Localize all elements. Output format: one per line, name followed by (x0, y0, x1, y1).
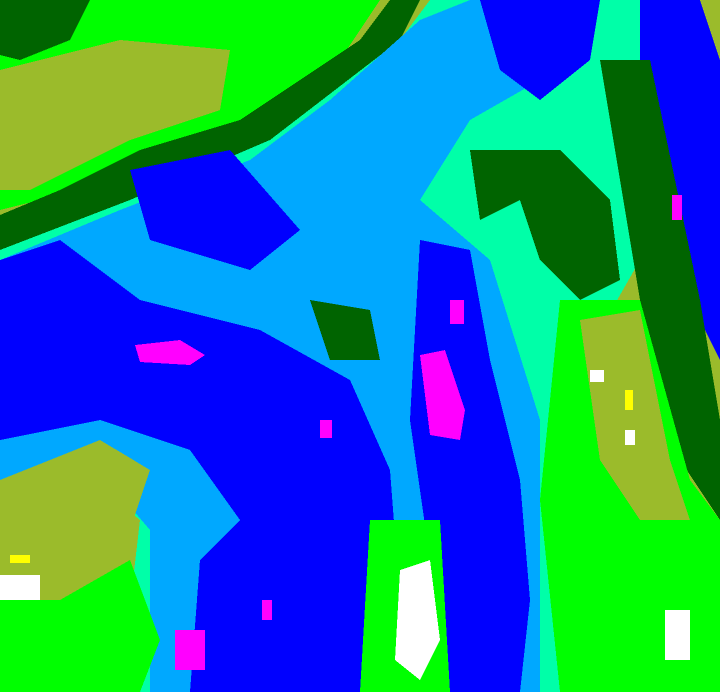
spot-yellow-sw (10, 555, 30, 563)
region-olive-southwest (0, 440, 150, 600)
region-blue-north (480, 0, 600, 100)
region-darkgreen-hook (470, 150, 620, 300)
spot-white-sw (0, 575, 40, 600)
region-darkgreen-patch (310, 300, 380, 360)
spot-yellow-e (625, 390, 633, 410)
spot-white-e2 (590, 370, 604, 382)
core-magenta-east (672, 195, 682, 220)
spot-white-se (665, 610, 690, 660)
region-darkgreen-east (600, 60, 720, 520)
core-magenta-small4 (262, 600, 272, 620)
core-magenta-small3 (175, 630, 205, 670)
core-magenta-small2 (320, 420, 332, 438)
region-darkgreen-topleft (0, 0, 90, 60)
region-darkgreen-band (0, 0, 420, 260)
region-green-southwest (0, 560, 160, 692)
core-magenta-small1 (450, 300, 464, 324)
core-magenta-west (135, 340, 205, 365)
region-blue-east-band (640, 0, 720, 360)
region-blue-west (0, 240, 400, 692)
spot-white-e (625, 430, 635, 445)
region-olive-east (580, 310, 690, 520)
spot-white-south (395, 560, 440, 680)
region-olive-top (0, 40, 230, 190)
core-magenta-center (420, 350, 465, 440)
region-blue-mid (130, 150, 300, 270)
